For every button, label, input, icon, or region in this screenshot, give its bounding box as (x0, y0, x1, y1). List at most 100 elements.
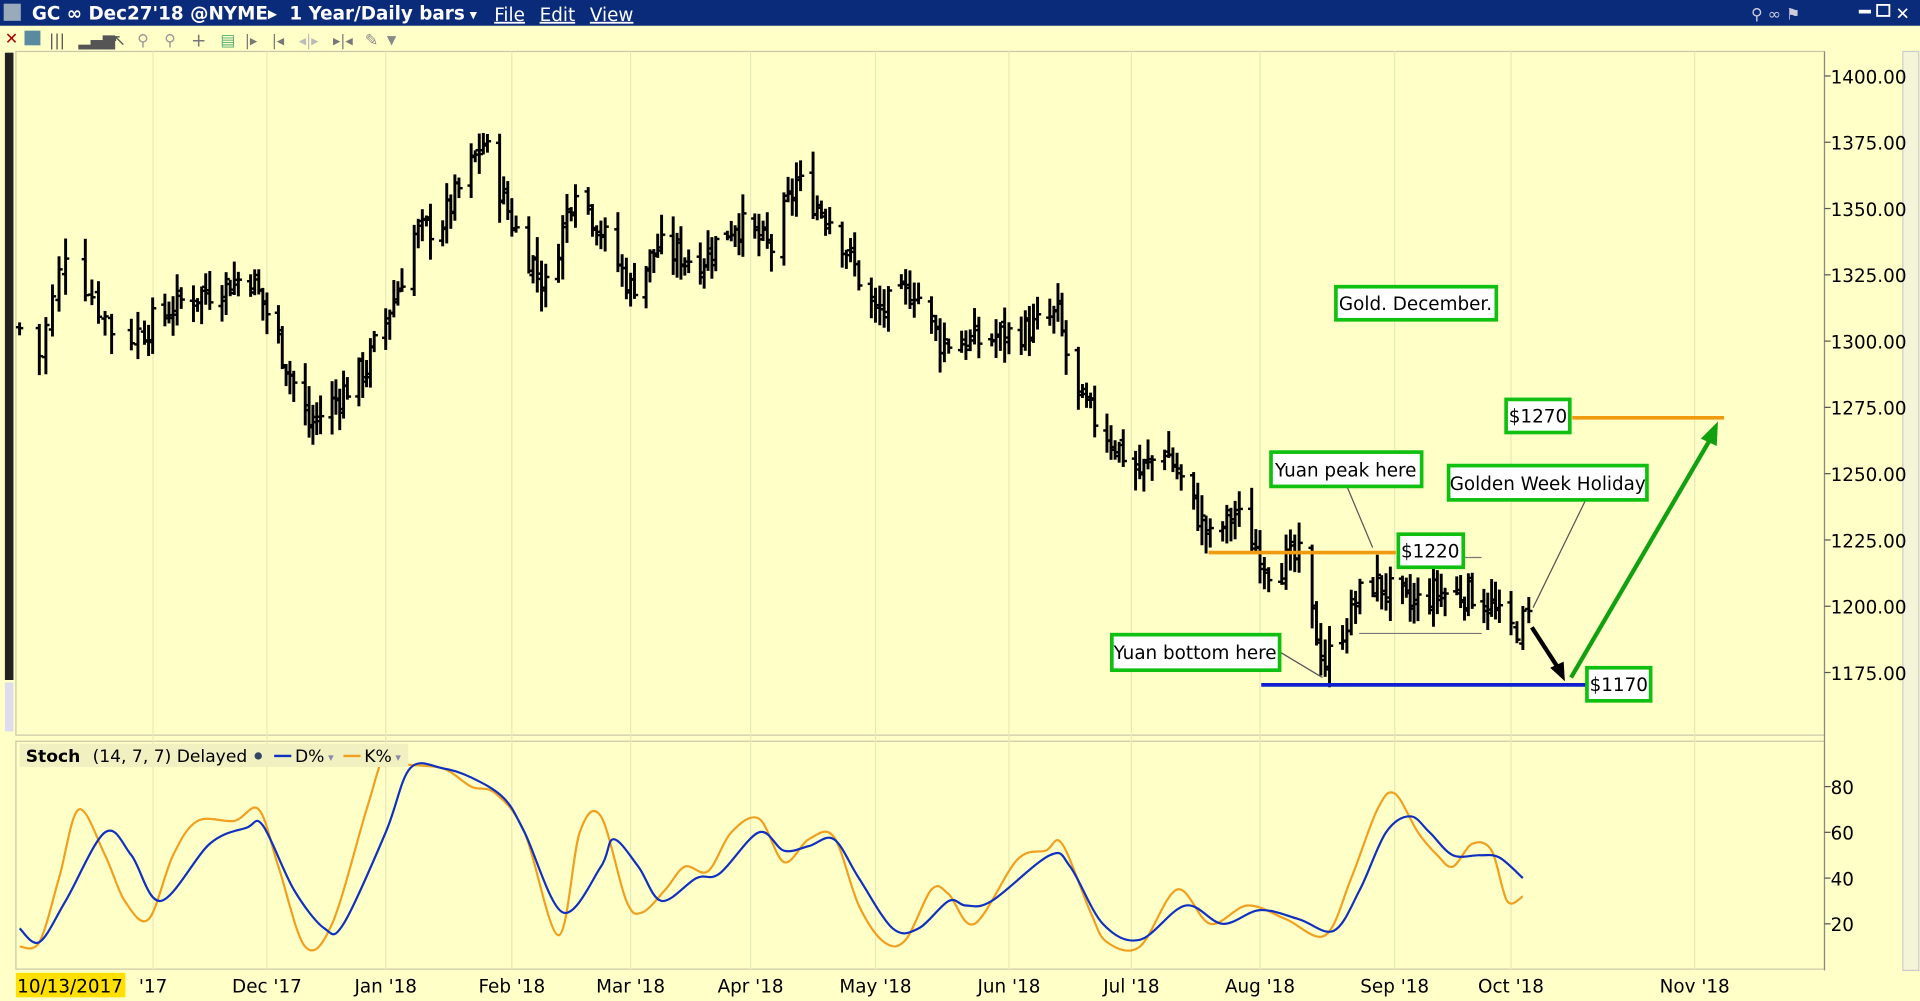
month-tick-label: Apr '18 (718, 976, 784, 997)
ohlc-bar (739, 194, 747, 257)
ohlc-bar (61, 238, 70, 295)
ohlc-bar (1525, 597, 1533, 624)
volume-icon[interactable]: ▂▄▆ (77, 30, 115, 49)
ohlc-bar (42, 317, 50, 375)
ohlc-bar (263, 292, 271, 335)
month-tick-label: May '18 (839, 976, 911, 997)
month-tick-label: Sep '18 (1360, 976, 1429, 997)
k-dropdown-icon[interactable]: ▾ (395, 751, 401, 764)
zoom-out-icon[interactable]: ⚲ (164, 30, 176, 49)
ohlc-bar (1468, 572, 1476, 609)
symbol-selector[interactable]: GC ∞ Dec27'18 @NYME▸ (32, 4, 278, 25)
settings-dot-icon[interactable] (254, 752, 262, 760)
ohlc-bar (1033, 296, 1042, 330)
center-icon[interactable]: ◂|▸ (299, 32, 319, 49)
stoch-params: (14, 7, 7) Delayed (93, 747, 248, 767)
minimize-icon[interactable] (1858, 9, 1872, 14)
zoom-in-icon[interactable]: ⚲ (137, 30, 149, 49)
menu-file[interactable]: File (494, 5, 525, 26)
ohlc-bar (914, 282, 923, 305)
ohlc-bar (177, 287, 185, 309)
svg-text:Gold. December.: Gold. December. (1339, 294, 1492, 315)
ohlc-bar (1265, 567, 1273, 593)
pane-side-tools[interactable] (4, 682, 14, 732)
k-legend-label[interactable]: K% (364, 747, 392, 767)
ohlc-bar (826, 207, 834, 235)
k-percent-line (19, 749, 1524, 952)
ohlc-bar (601, 217, 609, 252)
svg-text:$1270: $1270 (1509, 407, 1567, 428)
link-icon[interactable]: ⚲ ∞ ⚑ (1751, 5, 1800, 24)
ohlc-bar (1148, 455, 1156, 481)
time-axis: '17 Dec '17 Jan '18 Feb '18 Mar '18 Apr '18 Ma… (139, 51, 1730, 997)
down-arrow (1530, 626, 1561, 671)
end-icon[interactable]: ▸|◂ (333, 32, 353, 49)
cursor-icon[interactable]: ↖ (113, 30, 126, 49)
layout-icon[interactable]: ▤ (220, 30, 235, 49)
menu-edit[interactable]: Edit (540, 5, 576, 26)
price-tick-label: 1200.00 (1831, 598, 1907, 619)
label-resistance-1220: $1220 (1396, 532, 1466, 570)
ohlc-bar (712, 235, 720, 272)
label-support-1170: $1170 (1585, 665, 1653, 703)
d-dropdown-icon[interactable]: ▾ (328, 751, 334, 764)
menu-view[interactable]: View (590, 5, 634, 26)
pane-resize-handle[interactable] (4, 52, 14, 680)
price-tick-label: 1225.00 (1831, 531, 1907, 552)
dropdown-icon[interactable]: ▼ (387, 33, 397, 47)
tools-icon[interactable]: ✎ (365, 30, 378, 49)
scroll-right-icon[interactable]: |▸ (245, 32, 258, 49)
ohlc-bar (101, 310, 109, 336)
period-dropdown-icon[interactable]: ▾ (470, 7, 478, 24)
ohlc-bar (542, 263, 550, 308)
ohlc-bar (94, 281, 103, 324)
ohlc-bar (630, 262, 639, 299)
ohlc-bar (398, 268, 406, 292)
close-window-icon[interactable]: ✕ (1896, 5, 1910, 25)
ohlc-bar (657, 214, 666, 255)
price-tick-label: 1175.00 (1831, 664, 1907, 685)
ohlc-bar (1507, 590, 1515, 636)
ohlc-bars (15, 133, 1533, 688)
maximize-icon[interactable] (1876, 3, 1891, 17)
ohlc-bar (15, 322, 24, 336)
ohlc-bar (512, 215, 520, 233)
ohlc-bar (455, 177, 463, 199)
month-tick-label: '17 (139, 976, 167, 997)
stoch-tick-label: 60 (1831, 824, 1854, 845)
yuan-peak-pointer (1346, 486, 1374, 548)
ohlc-bar (222, 272, 230, 316)
month-tick-label: Dec '17 (232, 976, 302, 997)
price-tick-label: 1300.00 (1831, 332, 1907, 353)
start-date-label: 10/13/2017 (17, 976, 123, 997)
ohlc-bar (1414, 577, 1422, 622)
ohlc-bar (1005, 322, 1013, 355)
vertical-scrollbar[interactable] (1902, 50, 1920, 971)
ohlc-bar (1295, 522, 1303, 573)
bar-chart-icon[interactable]: ||| (49, 30, 65, 49)
ohlc-bar (88, 279, 96, 306)
period-selector[interactable]: 1 Year/Daily bars (289, 4, 464, 25)
scroll-left-icon[interactable]: |◂ (272, 32, 285, 49)
ohlc-bar (1325, 626, 1334, 688)
start-date-highlight (15, 972, 126, 998)
stoch-axis: 80 60 40 20 (1824, 778, 1854, 936)
ohlc-bar (1386, 566, 1395, 622)
ohlc-bar (370, 330, 378, 353)
ohlc-bar (290, 370, 298, 402)
crosshair-icon[interactable]: + (191, 31, 206, 52)
month-tick-label: Oct '18 (1478, 976, 1544, 997)
price-tick-label: 1250.00 (1831, 465, 1907, 486)
label-yuan-peak: Yuan peak here (1269, 450, 1424, 489)
ohlc-bar (48, 284, 57, 337)
close-icon[interactable]: ✕ (5, 29, 18, 48)
d-legend-label[interactable]: D% (295, 747, 324, 767)
ohlc-bar (1091, 385, 1099, 438)
svg-text:$1220: $1220 (1401, 541, 1459, 562)
text-icon[interactable] (24, 30, 41, 46)
ohlc-bar (1356, 578, 1364, 615)
toolbar: ✕ ||| ▂▄▆ ↖ ⚲ ⚲ + ▤ |▸ |◂ ◂|▸ ▸|◂ ✎ ▼ (5, 29, 397, 51)
ohlc-bar (107, 313, 116, 355)
ohlc-bar (316, 395, 325, 435)
